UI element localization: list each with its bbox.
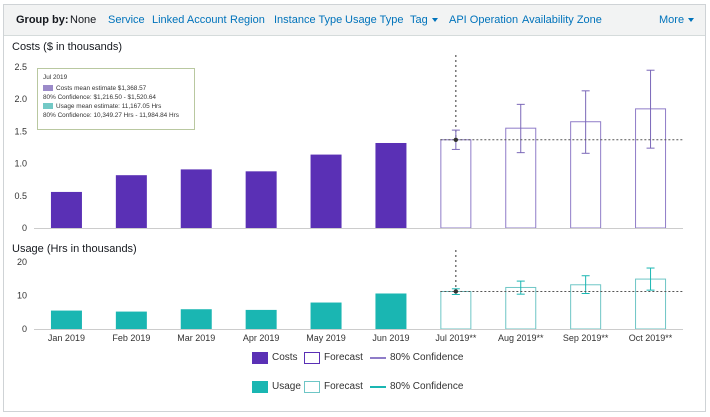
group-by-usage-type[interactable]: Usage Type	[345, 14, 404, 26]
costs-bar	[245, 171, 277, 228]
usage-confidence-swatch-icon	[370, 386, 386, 388]
legend-costs-forecast-label: Forecast	[324, 352, 363, 363]
costs-forecast-bar	[440, 139, 472, 229]
costs-y-tick-label: 1.0	[14, 159, 27, 169]
tooltip-usage-confidence: 80% Confidence: 10,349.27 Hrs - 11,984.8…	[43, 112, 179, 119]
costs-y-tick-label: 2.0	[14, 94, 27, 104]
tooltip-costs-confidence: 80% Confidence: $1,216.50 - $1,520.64	[43, 94, 156, 101]
x-tick-label: Jan 2019	[48, 333, 85, 343]
more-dropdown[interactable]: More	[659, 14, 695, 26]
x-tick-label: Aug 2019**	[498, 333, 544, 343]
x-tick-label: Sep 2019**	[563, 333, 609, 343]
costs-swatch-icon	[43, 85, 53, 92]
usage-bar	[115, 311, 147, 329]
costs-chart-title: Costs ($ in thousands)	[12, 41, 123, 53]
costs-legend-swatch-icon	[252, 352, 268, 364]
group-by-service[interactable]: Service	[108, 14, 145, 26]
costs-hover-point	[453, 137, 459, 142]
costs-confidence-swatch-icon	[370, 357, 386, 359]
costs-bar	[115, 175, 147, 228]
group-by-availability-zone[interactable]: Availability Zone	[522, 14, 602, 26]
usage-y-tick-label: 20	[17, 257, 27, 267]
usage-forecast-bar	[440, 290, 472, 330]
x-tick-label: Jul 2019**	[435, 333, 477, 343]
x-tick-label: Jun 2019	[372, 333, 409, 343]
usage-forecast-swatch-icon	[304, 381, 320, 393]
usage-chart-title: Usage (Hrs in thousands)	[12, 243, 137, 255]
x-tick-label: Mar 2019	[177, 333, 215, 343]
tooltip-costs-mean: Costs mean estimate $1,368.57	[56, 85, 147, 92]
tooltip-usage-mean: Usage mean estimate: 11,167.05 Hrs	[56, 103, 162, 110]
usage-y-tick-label: 10	[17, 291, 27, 301]
more-label: More	[659, 14, 685, 26]
costs-bar	[50, 191, 82, 228]
group-by-bar: Group by: None Service Linked Account Re…	[4, 5, 705, 36]
costs-y-tick-label: 0	[22, 223, 27, 233]
legend-usage-label: Usage	[272, 381, 301, 392]
costs-bar	[375, 142, 407, 228]
usage-hover-point	[453, 289, 459, 294]
group-by-label: Group by:	[16, 14, 69, 26]
group-by-current: None	[70, 14, 97, 26]
chevron-down-icon	[431, 18, 438, 23]
x-tick-label: Oct 2019**	[629, 333, 673, 343]
costs-y-tick-label: 1.5	[14, 126, 27, 136]
usage-swatch-icon	[43, 103, 53, 110]
group-by-linked-account[interactable]: Linked Account	[152, 14, 227, 26]
costs-legend: Costs Forecast 80% Confidence	[252, 352, 472, 368]
tooltip-usage-mean-row: Usage mean estimate: 11,167.05 Hrs	[43, 102, 189, 111]
legend-usage-forecast-label: Forecast	[324, 381, 363, 392]
group-by-api-operation[interactable]: API Operation	[449, 14, 519, 26]
legend-costs-confidence-label: 80% Confidence	[390, 352, 464, 363]
usage-bar	[375, 293, 407, 329]
group-by-tag[interactable]: Tag	[410, 14, 438, 26]
usage-y-tick-label: 0	[22, 324, 27, 334]
group-by-instance-type[interactable]: Instance Type	[274, 14, 343, 26]
x-tick-label: May 2019	[306, 333, 346, 343]
costs-y-tick-label: 0.5	[14, 191, 27, 201]
forecast-tooltip: Jul 2019 Costs mean estimate $1,368.57 8…	[37, 68, 195, 130]
legend-usage-confidence-label: 80% Confidence	[390, 381, 464, 392]
costs-bar	[310, 154, 342, 228]
costs-forecast-swatch-icon	[304, 352, 320, 364]
usage-bar	[50, 310, 82, 329]
tag-label: Tag	[410, 14, 428, 26]
chevron-down-icon	[688, 18, 695, 23]
costs-bar	[180, 169, 212, 228]
tooltip-month: Jul 2019	[43, 74, 68, 81]
usage-bar	[245, 309, 277, 329]
usage-bar	[310, 302, 342, 329]
usage-legend-swatch-icon	[252, 381, 268, 393]
tooltip-costs-mean-row: Costs mean estimate $1,368.57	[43, 84, 189, 93]
usage-legend: Usage Forecast 80% Confidence	[252, 381, 472, 397]
x-tick-label: Feb 2019	[112, 333, 150, 343]
usage-bar	[180, 309, 212, 329]
legend-costs-label: Costs	[272, 352, 298, 363]
x-tick-label: Apr 2019	[243, 333, 280, 343]
costs-y-tick-label: 2.5	[14, 62, 27, 72]
group-by-region[interactable]: Region	[230, 14, 265, 26]
